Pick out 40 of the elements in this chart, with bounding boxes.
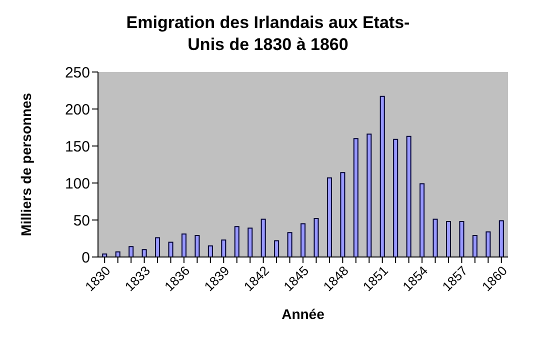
y-axis-title: Milliers de personnes xyxy=(18,92,34,236)
y-tick-label: 50 xyxy=(73,212,90,230)
bar xyxy=(287,232,292,257)
bar xyxy=(366,134,372,257)
bar xyxy=(446,220,451,257)
bar xyxy=(432,218,438,257)
chart-title: Emigration des Irlandais aux Etats-Unis de 1830 à 1860 xyxy=(125,12,411,56)
bar xyxy=(459,220,464,257)
bar xyxy=(380,96,385,257)
y-tick-label: 200 xyxy=(64,101,90,118)
bar xyxy=(208,245,213,257)
bar xyxy=(128,246,134,257)
bar xyxy=(194,235,200,257)
bar xyxy=(420,183,425,257)
bar xyxy=(168,242,174,257)
bar xyxy=(221,239,226,257)
y-tick-label: 0 xyxy=(82,249,90,266)
bar xyxy=(102,254,108,257)
bar xyxy=(300,223,306,257)
bar xyxy=(155,237,160,257)
bar xyxy=(406,136,412,257)
bar xyxy=(142,249,147,257)
bar xyxy=(340,172,346,257)
bar xyxy=(181,234,186,257)
y-tick-label: 100 xyxy=(64,175,90,192)
bar xyxy=(260,218,266,257)
bar xyxy=(326,177,332,257)
x-axis-title: Année xyxy=(282,306,325,322)
bar xyxy=(274,240,280,257)
y-tick-label: 250 xyxy=(64,64,90,82)
bar xyxy=(248,228,253,257)
bar xyxy=(486,231,491,257)
bar xyxy=(472,235,478,257)
bar xyxy=(393,138,398,257)
bar xyxy=(115,251,120,257)
bar xyxy=(353,138,358,257)
bar xyxy=(314,218,319,257)
y-tick-label: 150 xyxy=(64,138,90,156)
bar xyxy=(498,220,504,257)
bar xyxy=(234,226,240,257)
